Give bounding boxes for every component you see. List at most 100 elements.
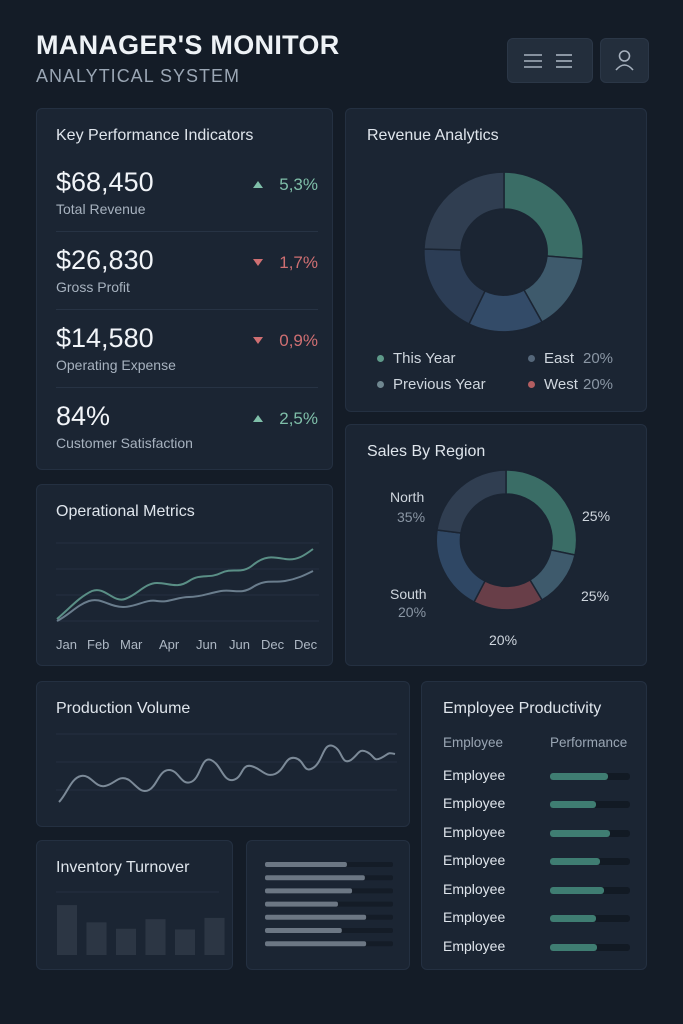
list-bar-fill <box>265 901 338 907</box>
kpi-gross-profit: $26,830 Gross Profit 1,7% <box>56 245 318 315</box>
employee-name: Employee <box>443 881 506 897</box>
x-tick-label: Mar <box>120 637 143 652</box>
user-button[interactable] <box>600 38 649 83</box>
performance-fill <box>550 830 610 837</box>
donut-segment-north <box>436 469 507 534</box>
performance-fill <box>550 801 596 808</box>
donut-segment-this-year <box>503 171 585 260</box>
legend-this-year: This Year <box>393 350 456 367</box>
operational-line-chart <box>56 542 319 622</box>
inventory-title: Inventory Turnover <box>56 859 190 876</box>
kpi-change: 0,9% <box>279 331 318 350</box>
list-bar-fill <box>265 928 342 933</box>
employee-name: Employee <box>443 767 506 783</box>
region-label-north: North <box>390 489 425 505</box>
productivity-card: Employee Productivity Employee Performan… <box>421 681 647 970</box>
region-pct-right-bottom: 25% <box>581 588 610 604</box>
legend-dot-this-year <box>377 355 384 362</box>
table-row: Employee <box>443 881 633 901</box>
performance-fill <box>550 773 608 780</box>
production-title: Production Volume <box>56 700 191 717</box>
legend-east: East <box>544 350 575 367</box>
table-row: Employee <box>443 824 633 844</box>
kpi-label: Customer Satisfaction <box>56 435 193 451</box>
kpi-value: 84% <box>56 401 111 431</box>
down-arrow-icon <box>253 259 263 266</box>
inventory-bar <box>86 922 107 955</box>
region-pct-north: 35% <box>397 509 426 525</box>
kpi-label: Gross Profit <box>56 279 130 295</box>
list-bar-fill <box>265 888 353 894</box>
region-pct-right-top: 25% <box>582 508 611 524</box>
region-pct-south: 20% <box>398 604 427 620</box>
performance-bar <box>550 887 630 894</box>
performance-fill <box>550 915 597 922</box>
line-series-2 <box>56 570 314 622</box>
employee-name: Employee <box>443 909 506 925</box>
legend-dot-previous-year <box>377 381 384 388</box>
kpi-operating-expense: $14,580 Operating Expense 0,9% <box>56 323 318 393</box>
kpi-value: $68,450 <box>56 167 154 197</box>
column-header-performance: Performance <box>550 735 628 750</box>
kpi-value: $26,830 <box>56 245 154 275</box>
kpi-change: 2,5% <box>279 409 318 428</box>
inventory-card: Inventory Turnover <box>36 840 233 970</box>
list-bar-fill <box>265 941 367 947</box>
list-bars <box>265 862 393 947</box>
table-row: Employee <box>443 795 633 815</box>
table-row: Employee <box>443 938 633 958</box>
table-row: Employee <box>443 767 633 787</box>
list-panel-card <box>246 840 410 970</box>
performance-bar <box>550 801 630 808</box>
x-tick-label: Jun <box>196 637 217 652</box>
up-arrow-icon <box>253 415 263 422</box>
line-series-1 <box>56 548 314 620</box>
table-row: Employee <box>443 852 633 872</box>
performance-bar <box>550 915 630 922</box>
productivity-title: Employee Productivity <box>443 700 602 717</box>
performance-fill <box>550 858 600 865</box>
list-bar-fill <box>265 914 367 920</box>
performance-bar <box>550 773 630 780</box>
kpi-card: Key Performance Indicators $68,450 Total… <box>36 108 333 470</box>
divider <box>56 387 318 388</box>
inventory-bar <box>175 929 195 955</box>
sales-region-card: Sales By Region North 35% South 20% 25% … <box>345 424 647 666</box>
legend-previous-year: Previous Year <box>393 376 486 393</box>
employee-name: Employee <box>443 852 506 868</box>
donut-segment-region-c <box>472 578 544 611</box>
x-tick-label: Dec <box>261 637 285 652</box>
menu-button[interactable] <box>507 38 593 83</box>
production-line-chart <box>56 733 397 803</box>
operational-title: Operational Metrics <box>56 503 195 520</box>
production-line <box>58 744 396 803</box>
production-card: Production Volume <box>36 681 410 827</box>
x-tick-label: Jun <box>229 637 250 652</box>
divider <box>56 231 318 232</box>
donut-segment-south <box>435 529 487 604</box>
employee-name: Employee <box>443 795 506 811</box>
inventory-bar <box>204 917 225 955</box>
employee-name: Employee <box>443 824 506 840</box>
kpi-label: Total Revenue <box>56 201 146 217</box>
performance-bar <box>550 944 630 951</box>
sales-region-donut-chart <box>435 469 578 611</box>
region-label-south: South <box>390 586 427 602</box>
x-tick-label: Dec <box>294 637 318 652</box>
x-tick-label: Jan <box>56 637 77 652</box>
legend-east-value: 20% <box>583 350 614 367</box>
donut-segment-region-a <box>505 469 578 556</box>
revenue-card: Revenue Analytics This Year Previous Yea… <box>345 108 647 412</box>
region-pct-bottom: 20% <box>489 632 518 648</box>
user-icon <box>615 50 634 71</box>
legend-dot-east <box>528 355 535 362</box>
inventory-bar <box>57 905 77 955</box>
kpi-value: $14,580 <box>56 323 154 353</box>
down-arrow-icon <box>253 337 263 344</box>
column-header-employee: Employee <box>443 735 504 750</box>
donut-segment-previous-year <box>423 171 505 251</box>
revenue-title: Revenue Analytics <box>367 127 499 144</box>
performance-bar <box>550 830 630 837</box>
operational-card: Operational Metrics Jan Feb Mar Apr Jun … <box>36 484 333 666</box>
list-bar-fill <box>265 875 365 881</box>
